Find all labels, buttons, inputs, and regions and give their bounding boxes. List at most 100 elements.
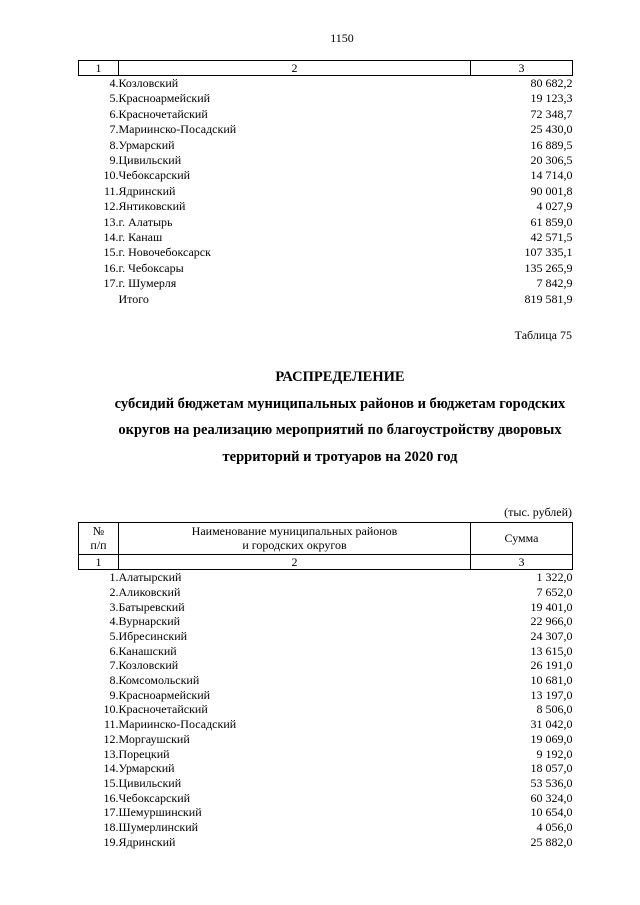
- cell-name: Порецкий: [118, 746, 170, 761]
- cell-num: 4.: [109, 76, 119, 90]
- cell-name: Вурнарский: [118, 614, 181, 629]
- cell-value: 107 335,1: [524, 245, 573, 260]
- cell-num: 6.: [109, 106, 119, 121]
- table-row: 10. Чебоксарский 14 714,0: [79, 168, 573, 183]
- cell-value: 4 056,0: [536, 820, 573, 835]
- cell-num: 13.: [103, 214, 119, 229]
- cell-value: 8 506,0: [536, 702, 573, 717]
- cell-value: 53 536,0: [530, 775, 573, 790]
- cell-value: 42 571,5: [530, 230, 573, 245]
- cell-name: Мариинско-Посадский: [118, 717, 237, 732]
- cell-num: 18.: [103, 820, 119, 835]
- cell-name: Козловский: [118, 76, 179, 90]
- cell-num: 10.: [103, 702, 119, 717]
- table-row: 16. г. Чебоксары 135 265,9: [79, 261, 573, 276]
- cell-value: 25 430,0: [530, 122, 573, 137]
- table-row: 12. Моргаушский 19 069,0: [79, 732, 573, 747]
- cell-value: 19 123,3: [530, 91, 573, 106]
- cell-num: 16.: [103, 260, 119, 275]
- table-row: 9. Цивильский 20 306,5: [79, 153, 573, 168]
- document-title: РАСПРЕДЕЛЕНИЕ субсидий бюджетам муниципа…: [108, 364, 572, 470]
- table-row: 19. Ядринский 25 882,0: [79, 835, 573, 850]
- header-name: Наименование муниципальных районов и гор…: [118, 522, 471, 556]
- cell-value: 24 307,0: [530, 628, 573, 643]
- cell-name: Итого: [118, 291, 149, 306]
- cell-value: 19 069,0: [530, 731, 573, 746]
- cell-num: 17.: [103, 805, 119, 820]
- table-row: 5. Ибресинский 24 307,0: [79, 629, 573, 644]
- cell-value: 14 714,0: [530, 168, 573, 183]
- cell-num: 15.: [103, 775, 119, 790]
- cell-value: 60 324,0: [530, 790, 573, 805]
- header-sum: Сумма: [470, 522, 573, 556]
- cell-num: [79, 292, 119, 307]
- cell-num: 11.: [103, 183, 119, 198]
- cell-name: Цивильский: [118, 775, 182, 790]
- cell-num: 14.: [103, 230, 119, 245]
- cell-name: Ядринский: [118, 183, 176, 198]
- table-row: 14. Урмарский 18 057,0: [79, 761, 573, 776]
- cell-name: Урмарский: [118, 761, 175, 776]
- column-number-row: 1 2 3: [78, 60, 573, 76]
- cell-value: 26 191,0: [530, 658, 573, 673]
- table-row: 9. Красноармейский 13 197,0: [79, 688, 573, 703]
- table-body: 4. Козловский 80 682,2 5. Красноармейский 19 …: [79, 76, 573, 308]
- table-row: 13. Порецкий 9 192,0: [79, 747, 573, 762]
- cell-value: 13 197,0: [530, 687, 573, 702]
- cell-value: 819 581,9: [524, 291, 573, 306]
- cell-num: 14.: [103, 761, 119, 776]
- cell-num: 13.: [103, 746, 119, 761]
- table-row: 11. Ядринский 90 001,8: [79, 184, 573, 199]
- header-name-line: Наименование муниципальных районов: [191, 524, 398, 539]
- cell-name: Красночетайский: [118, 106, 208, 121]
- cell-num: 12.: [103, 731, 119, 746]
- table-row: 8. Урмарский 16 889,5: [79, 138, 573, 153]
- column-number-cell: 2: [118, 554, 471, 571]
- table-row: 10. Красночетайский 8 506,0: [79, 702, 573, 717]
- table-row: 8. Комсомольский 10 681,0: [79, 673, 573, 688]
- cell-value: 31 042,0: [530, 717, 573, 732]
- cell-name: Цивильский: [118, 153, 182, 168]
- table-row: 7. Козловский 26 191,0: [79, 658, 573, 673]
- subtitle-line: субсидий бюджетам муниципальных районов …: [114, 395, 566, 412]
- cell-num: 17.: [103, 276, 119, 291]
- table-row: 18. Шумерлинский 4 056,0: [79, 820, 573, 835]
- header-num: № п/п: [78, 522, 119, 556]
- table-header-row: № п/п Наименование муниципальных районов…: [78, 522, 573, 556]
- table-row: 11. Мариинско-Посадский 31 042,0: [79, 717, 573, 732]
- cell-name: Чебоксарский: [118, 168, 191, 183]
- table-caption: Таблица 75: [514, 328, 572, 343]
- cell-num: 12.: [103, 199, 119, 214]
- cell-name: Шемуршинский: [118, 805, 202, 820]
- column-number-cell: 3: [470, 60, 573, 76]
- cell-num: 5.: [109, 628, 119, 643]
- table-row: 13. г. Алатырь 61 859,0: [79, 215, 573, 230]
- cell-name: г. Алатырь: [118, 214, 173, 229]
- cell-name: Аликовский: [118, 584, 181, 599]
- cell-name: г. Канаш: [118, 230, 163, 245]
- table-row: 12. Янтиковский 4 027,9: [79, 199, 573, 214]
- cell-num: 7.: [109, 122, 119, 137]
- budget-table-continuation: 1 2 3 4. Козловский 80 682,2 5. Красноармейс…: [78, 60, 573, 307]
- header-num-line: №: [92, 524, 105, 539]
- table-row: 4. Вурнарский 22 966,0: [79, 614, 573, 629]
- table-row: 3. Батыревский 19 401,0: [79, 600, 573, 615]
- cell-num: 7.: [109, 658, 119, 673]
- cell-name: Козловский: [118, 658, 179, 673]
- table-row: 17. Шемуршинский 10 654,0: [79, 805, 573, 820]
- cell-value: 20 306,5: [530, 153, 573, 168]
- cell-num: 19.: [103, 834, 119, 849]
- cell-name: г. Чебоксары: [118, 260, 184, 275]
- cell-value: 4 027,9: [536, 199, 573, 214]
- table-row: 16. Чебоксарский 60 324,0: [79, 791, 573, 806]
- budget-table-main: № п/п Наименование муниципальных районов…: [78, 522, 573, 849]
- cell-value: 7 652,0: [536, 584, 573, 599]
- cell-value: 16 889,5: [530, 137, 573, 152]
- table-row: 17. г. Шумерля 7 842,9: [79, 276, 573, 291]
- table-row: 15. г. Новочебоксарск 107 335,1: [79, 245, 573, 260]
- cell-value: 18 057,0: [530, 761, 573, 776]
- cell-num: 2.: [109, 584, 119, 599]
- units-note: (тыс. рублей): [504, 505, 572, 520]
- cell-num: 1.: [109, 570, 119, 585]
- cell-name: Батыревский: [118, 599, 185, 614]
